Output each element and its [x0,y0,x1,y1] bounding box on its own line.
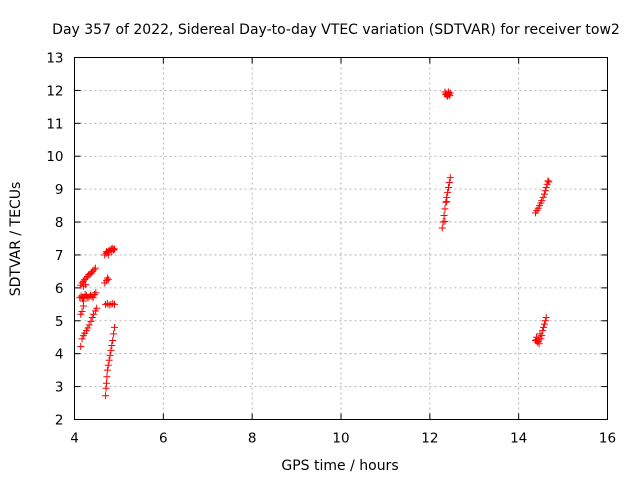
data-point [102,379,110,387]
data-point [541,317,549,325]
data-point [104,251,112,259]
y-tick-label: 4 [55,347,64,363]
data-point [108,248,116,256]
y-tick-label: 13 [46,51,63,67]
data-point [109,300,117,308]
data-point [444,188,452,196]
data-point [87,317,95,325]
y-tick-label: 2 [55,413,64,429]
data-point [108,341,116,349]
data-point [77,342,85,350]
y-axis-tick-labels: 2 3 4 5 6 7 8 9 10 11 12 13 [46,51,63,429]
data-point [93,304,101,312]
x-tick-label: 10 [332,431,349,447]
data-point [78,335,86,343]
y-tick-label: 10 [46,149,63,165]
chart-title: Day 357 of 2022, Sidereal Day-to-day VTE… [52,22,620,38]
grid-lines [74,57,608,420]
data-point [441,217,449,225]
data-point [441,205,449,213]
y-tick-label: 6 [55,281,64,297]
data-point [109,337,117,345]
data-point [89,294,97,302]
data-point [540,320,548,328]
data-point [439,218,447,226]
data-point [106,351,114,359]
y-tick-label: 7 [55,248,64,264]
data-point [91,264,99,272]
data-point [92,289,100,297]
y-axis-title: SDTVAR / TECUs [8,182,24,297]
data-point [105,301,113,309]
data-point [110,300,118,308]
data-point [440,211,448,219]
x-axis-tick-labels: 4 6 8 10 12 14 16 [70,431,616,447]
data-point [107,346,115,354]
x-tick-label: 8 [248,431,257,447]
data-point [110,323,118,331]
data-point [85,321,93,329]
data-point [445,179,453,187]
data-point [90,290,98,298]
data-point [109,244,117,252]
data-point [542,183,550,191]
data-point [84,324,92,332]
y-tick-label: 11 [46,116,63,132]
data-point [110,246,118,254]
y-tick-label: 8 [55,215,64,231]
data-point [539,327,547,335]
data-point [544,177,552,185]
y-tick-label: 3 [55,380,64,396]
data-point [541,187,549,195]
data-point [535,337,543,345]
x-tick-label: 14 [510,431,527,447]
x-tick-label: 16 [599,431,616,447]
x-tick-label: 6 [159,431,168,447]
data-point [545,178,553,186]
data-point [79,297,87,305]
data-point [542,313,550,321]
x-axis-title: GPS time / hours [281,458,398,474]
data-point [90,266,98,274]
data-point [443,198,451,206]
data-point [104,361,112,369]
data-point [103,373,111,381]
x-tick-label: 12 [421,431,438,447]
data-point [444,90,452,98]
data-point [540,323,548,331]
data-point [78,308,86,316]
x-tick-label: 4 [70,431,79,447]
data-point [82,281,90,289]
y-tick-label: 5 [55,314,64,330]
data-point [88,313,96,321]
data-point [442,198,450,206]
data-point [103,274,111,282]
data-point [104,276,112,284]
data-point [103,366,111,374]
data-point [540,190,548,198]
data-point [538,197,546,205]
axis-ticks [74,57,608,420]
data-point [446,174,454,182]
y-tick-label: 9 [55,182,64,198]
data-point [444,183,452,191]
data-point [102,392,110,400]
y-tick-label: 12 [46,83,63,99]
data-point [90,310,98,318]
data-point [539,193,547,201]
data-point [438,224,446,232]
data-point [110,330,118,338]
data-point [105,356,113,364]
data-point [538,332,546,340]
data-points [76,88,553,400]
